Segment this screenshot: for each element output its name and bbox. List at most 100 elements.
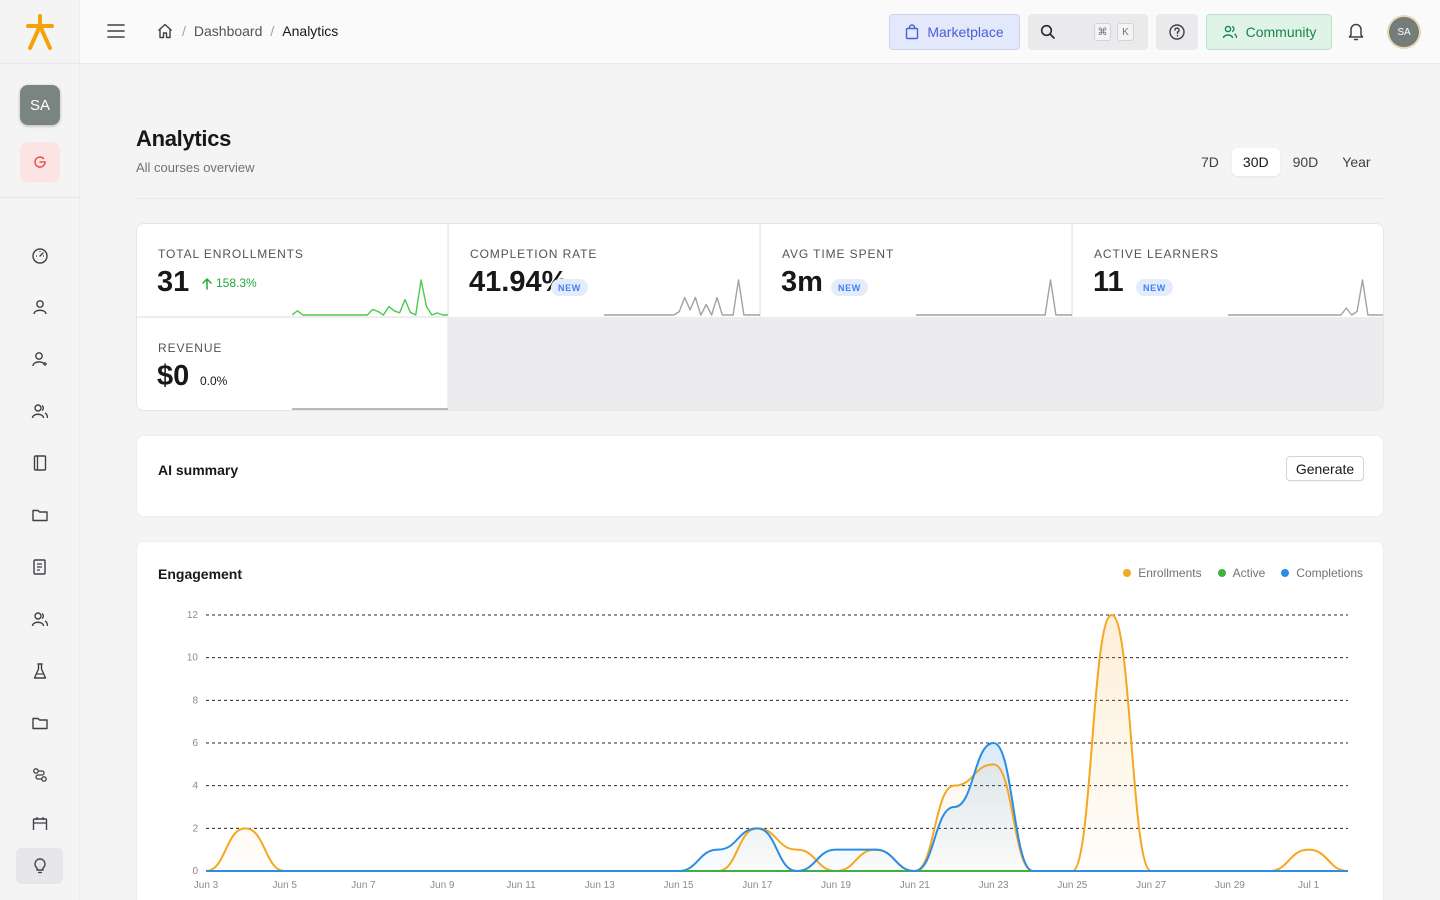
stat-sparkline [1228,279,1383,316]
book-icon[interactable] [28,451,52,475]
tips-button[interactable] [16,848,63,884]
y-tick-label: 6 [192,738,198,749]
legend-label: Active [1232,566,1266,580]
legend-dot [1123,569,1132,577]
stat-label: AVG TIME SPENT [782,247,895,261]
user-icon[interactable] [28,295,52,319]
home-link[interactable] [156,22,174,40]
range-year[interactable]: Year [1342,154,1371,170]
legend-completions[interactable]: Completions [1281,566,1363,580]
search-button[interactable]: ⌘ K [1028,14,1148,50]
notifications-button[interactable] [1346,20,1366,47]
generate-button[interactable]: Generate [1286,456,1364,481]
marketplace-label: Marketplace [927,24,1004,40]
sparkline-path [292,279,448,316]
top-bar: / Dashboard / Analytics Marketplace ⌘ K … [80,0,1440,64]
stat-trend: 158.3% [201,276,257,290]
stat-label: REVENUE [158,341,223,355]
sidebar: SA [0,0,80,900]
help-button[interactable] [1156,14,1198,50]
stat-sparkline [292,279,448,316]
page-subtitle: All courses overview [136,160,255,175]
legend-label: Enrollments [1138,566,1202,580]
x-tick-label: Jun 7 [351,880,376,891]
community-label: Community [1245,24,1317,40]
logo-icon [26,13,54,50]
stat-active-learners: ACTIVE LEARNERS 11 NEW [1073,224,1383,317]
x-tick-label: Jun 23 [979,880,1009,891]
folder-icon[interactable] [28,711,52,735]
new-badge: NEW [1136,279,1173,296]
range-7d[interactable]: 7D [1201,154,1219,170]
range-30d[interactable]: 30D [1231,148,1280,176]
x-tick-label: Jun 17 [742,880,772,891]
legend-active[interactable]: Active [1217,566,1266,580]
stat-value: 11 [1093,266,1124,298]
y-tick-label: 8 [192,695,198,706]
app-logo[interactable] [0,0,80,64]
sparkline-path [1228,279,1383,316]
y-tick-label: 2 [192,823,198,834]
chart-legend: Enrollments Active Completions [1123,566,1363,580]
range-selector: 7D 30D 90D Year [1190,148,1382,176]
shopping-bag-icon [906,24,919,40]
workspace-avatar[interactable]: SA [20,85,60,125]
hamburger-icon [107,24,125,38]
stat-sparkline [292,408,448,410]
breadcrumb-separator: / [182,23,186,39]
stat-label: ACTIVE LEARNERS [1094,247,1219,261]
x-tick-label: Jun 25 [1057,880,1087,891]
user-avatar[interactable]: SA [1389,17,1419,47]
menu-toggle-button[interactable] [106,20,126,47]
x-tick-label: Jun 27 [1136,880,1166,891]
flask-icon[interactable] [28,659,52,683]
x-tick-label: Jun 21 [900,880,930,891]
stat-label: COMPLETION RATE [470,247,598,261]
breadcrumb-current: Analytics [282,23,339,39]
x-tick-label: Jun 3 [194,880,219,891]
x-tick-label: Jun 15 [664,880,694,891]
sidebar-divider [0,197,80,198]
stat-revenue: REVENUE $0 0.0% [137,318,448,410]
stat-total-enrollments: TOTAL ENROLLMENTS 31 158.3% [137,224,448,317]
y-tick-label: 4 [192,781,198,792]
x-tick-label: Jun 11 [506,880,536,891]
breadcrumb: / Dashboard / Analytics [156,22,338,40]
engagement-chart: 0 2 4 6 8 10 12 Jun 3 Jun 5 Jun 7 Jun 9 Jun 11 Jun 1… [187,610,1349,891]
marketplace-button[interactable]: Marketplace [889,14,1020,50]
users-icon [1222,25,1237,39]
workflow-icon[interactable] [28,763,52,787]
community-button[interactable]: Community [1206,14,1332,50]
ai-summary-title: AI summary [158,462,239,478]
legend-label: Completions [1296,566,1363,580]
breadcrumb-separator: / [270,23,275,39]
legend-dot [1217,569,1226,577]
stat-avg-time-spent: AVG TIME SPENT 3m NEW [761,224,1072,317]
x-tick-label: Jul 1 [1298,880,1320,891]
range-90d[interactable]: 90D [1292,154,1319,170]
team-icon[interactable] [28,607,52,631]
search-icon [1040,24,1055,39]
home-icon [158,23,172,39]
x-tick-label: Jun 13 [585,880,615,891]
stat-sparkline [604,279,760,316]
folder-icon[interactable] [28,503,52,527]
dashboard-icon[interactable] [28,243,52,267]
stat-value: 3m [781,266,823,298]
user-plus-icon[interactable] [28,347,52,371]
users-icon[interactable] [28,399,52,423]
sparkline-path [604,279,760,316]
y-tick-label: 0 [192,866,198,877]
breadcrumb-dashboard[interactable]: Dashboard [193,23,263,39]
y-tick-label: 10 [187,653,199,664]
stats-card: TOTAL ENROLLMENTS 31 158.3% COMPLETION R… [136,223,1384,411]
report-icon[interactable] [28,555,52,579]
calendar-icon[interactable] [28,815,52,830]
shortcut-key-k: K [1117,23,1134,41]
engagement-card: Engagement Enrollments Active Completion… [136,541,1384,900]
new-badge: NEW [551,279,588,296]
legend-enrollments[interactable]: Enrollments [1123,566,1202,580]
workspace-switch-button[interactable] [20,142,60,182]
stat-completion-rate: COMPLETION RATE 41.94% NEW [449,224,760,317]
arrow-up-icon [202,277,212,290]
